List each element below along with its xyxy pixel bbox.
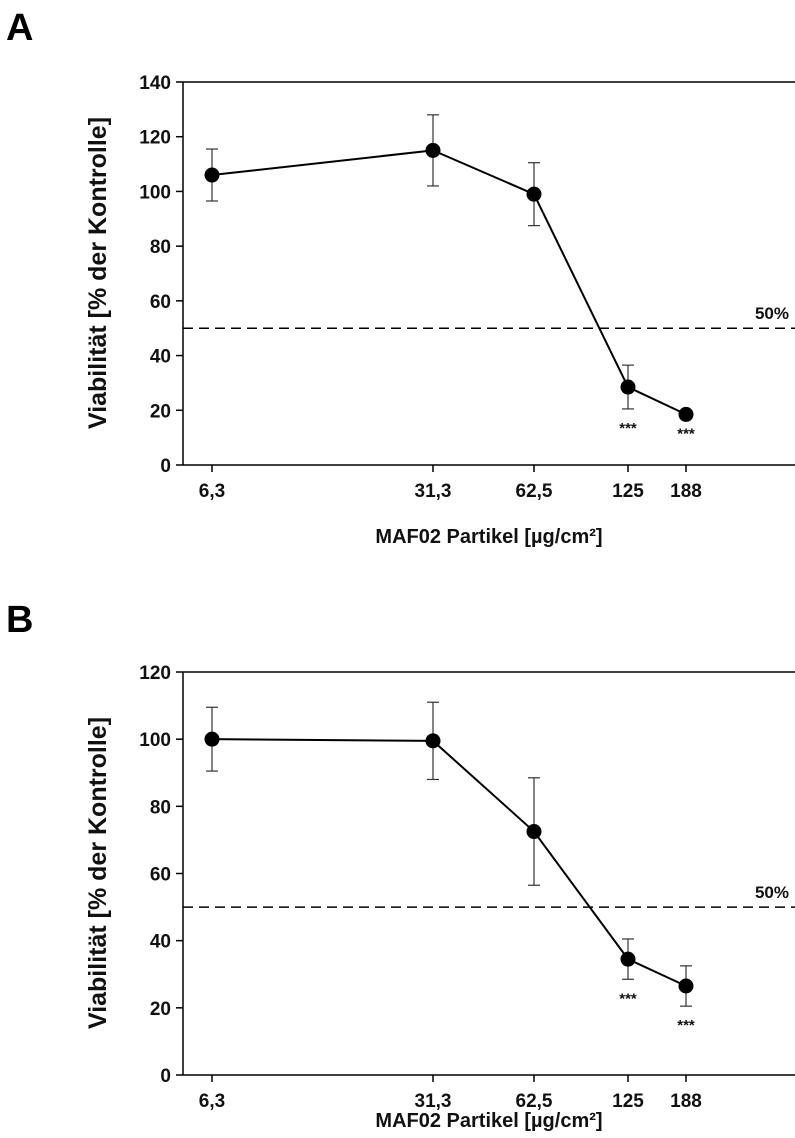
- panel-letter: B: [6, 599, 33, 641]
- y-tick-label: 40: [150, 932, 171, 953]
- data-point: [526, 186, 542, 202]
- y-tick-label: 0: [160, 456, 171, 477]
- series-line: [211, 149, 687, 416]
- y-tick-label: 0: [160, 1066, 171, 1087]
- data-point: [425, 733, 441, 749]
- data-point: [620, 951, 636, 967]
- significance-marker: ***: [677, 425, 695, 442]
- data-point: [620, 379, 636, 395]
- y-axis-title: Viabilität [% der Kontrolle]: [84, 117, 112, 429]
- data-point: [678, 978, 694, 994]
- significance-marker: ***: [619, 420, 637, 437]
- significance-marker: ***: [677, 1017, 695, 1034]
- panel-a: A 0 20 40 60 80 100 120 140 6,3 31,3 62,5 125 188 MAF0…: [6, 7, 795, 548]
- x-tick-label: 125: [612, 481, 644, 502]
- series-line: [211, 738, 687, 987]
- y-tick-label: 100: [139, 730, 171, 751]
- y-tick-label: 120: [139, 663, 171, 684]
- y-axis-title: Viabilität [% der Kontrolle]: [84, 717, 112, 1029]
- x-tick-label: 6,3: [199, 481, 225, 502]
- data-point: [678, 406, 694, 422]
- panel-b: B 0 20 40 60 80 100 120 6,3 31,3 62,5 125 188 MAF02 P…: [6, 599, 795, 1132]
- y-tick-label: 40: [150, 347, 171, 368]
- reference-line-label: 50%: [755, 304, 789, 323]
- y-tick-label: 20: [150, 401, 171, 422]
- y-tick-label: 20: [150, 999, 171, 1020]
- x-tick-label: 62,5: [516, 1091, 553, 1112]
- reference-line-label: 50%: [755, 883, 789, 902]
- data-point: [425, 142, 441, 158]
- data-point: [204, 167, 220, 183]
- x-tick-label: 188: [670, 481, 702, 502]
- x-tick-label: 6,3: [199, 1091, 225, 1112]
- x-tick-label: 31,3: [415, 1091, 452, 1112]
- x-tick-label: 125: [612, 1091, 644, 1112]
- data-point: [526, 824, 542, 840]
- y-tick-label: 140: [139, 73, 171, 94]
- y-tick-label: 60: [150, 865, 171, 886]
- y-tick-label: 80: [150, 797, 171, 818]
- x-tick-label: 188: [670, 1091, 702, 1112]
- significance-marker: ***: [619, 990, 637, 1007]
- x-tick-label: 62,5: [516, 481, 553, 502]
- y-tick-label: 120: [139, 128, 171, 149]
- x-axis-title: MAF02 Partikel [µg/cm²]: [375, 526, 602, 548]
- x-axis-title: MAF02 Partikel [µg/cm²]: [375, 1110, 602, 1132]
- y-tick-label: 100: [139, 182, 171, 203]
- data-point: [204, 731, 220, 747]
- panel-letter: A: [6, 7, 33, 49]
- x-tick-label: 31,3: [415, 481, 452, 502]
- y-tick-label: 60: [150, 292, 171, 313]
- y-tick-label: 80: [150, 237, 171, 258]
